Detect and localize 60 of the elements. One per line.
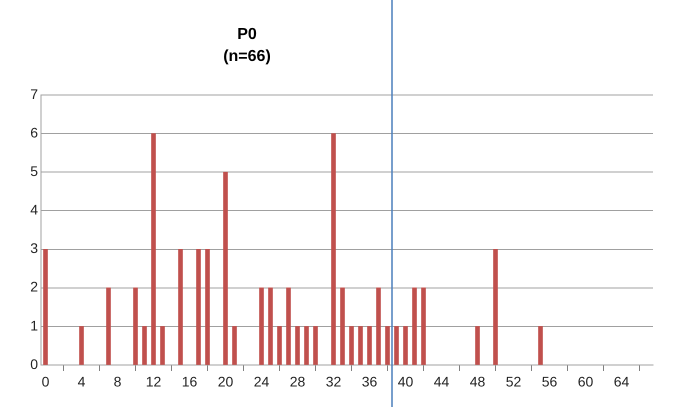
- y-tick-label: 3: [30, 240, 38, 256]
- bar: [178, 248, 183, 365]
- bar: [106, 288, 111, 365]
- bar: [196, 248, 201, 365]
- x-tick-label: 20: [218, 373, 234, 390]
- x-tick-label: 40: [398, 373, 414, 390]
- y-tick-label: 5: [30, 163, 38, 179]
- bar: [79, 326, 84, 365]
- x-tick-label: 36: [362, 373, 378, 390]
- bar: [133, 288, 138, 365]
- bar: [367, 326, 372, 365]
- bar: [340, 288, 345, 365]
- y-tick-label: 0: [30, 356, 38, 372]
- x-tick-label: 24: [254, 373, 270, 390]
- bar: [349, 326, 354, 365]
- y-tick-label: 2: [30, 278, 38, 295]
- y-tick-label: 7: [30, 86, 38, 102]
- bar: [304, 326, 309, 365]
- bar: [394, 326, 399, 365]
- bar: [421, 288, 426, 365]
- bar: [412, 288, 417, 365]
- bar: [385, 326, 390, 365]
- bar: [286, 288, 291, 365]
- x-tick-label: 12: [146, 373, 162, 390]
- bar: [538, 326, 543, 365]
- bar: [259, 288, 264, 365]
- bar: [295, 326, 300, 365]
- bar: [160, 326, 165, 365]
- x-tick-label: 28: [290, 373, 306, 390]
- x-tick-label: 4: [78, 373, 86, 390]
- x-tick-label: 64: [614, 373, 630, 390]
- bar: [475, 326, 480, 365]
- bar: [277, 326, 282, 365]
- bar: [358, 326, 363, 365]
- bar: [331, 133, 336, 365]
- bar: [493, 248, 498, 365]
- bar: [223, 172, 228, 365]
- x-tick-label: 48: [470, 373, 486, 390]
- x-tick-label: 16: [182, 373, 198, 390]
- bar: [205, 248, 210, 365]
- bar: [376, 288, 381, 365]
- x-tick-label: 0: [42, 373, 50, 390]
- y-tick-label: 1: [30, 317, 38, 334]
- chart-title: P0: [236, 25, 258, 45]
- x-tick-label: 52: [506, 373, 522, 390]
- bar: [151, 133, 156, 365]
- chart-subtitle: (n=66): [222, 47, 272, 67]
- bar: [268, 288, 273, 365]
- bar: [43, 248, 48, 365]
- y-tick-label: 4: [30, 202, 38, 218]
- y-tick-label: 6: [30, 124, 38, 140]
- x-tick-label: 32: [326, 373, 342, 390]
- bar: [232, 326, 237, 365]
- x-tick-label: 8: [114, 373, 122, 390]
- bar: [313, 326, 318, 365]
- x-tick-label: 56: [542, 373, 558, 390]
- bar: [403, 326, 408, 365]
- x-tick-label: 44: [434, 373, 450, 390]
- bar: [142, 326, 147, 365]
- x-tick-label: 60: [578, 373, 594, 390]
